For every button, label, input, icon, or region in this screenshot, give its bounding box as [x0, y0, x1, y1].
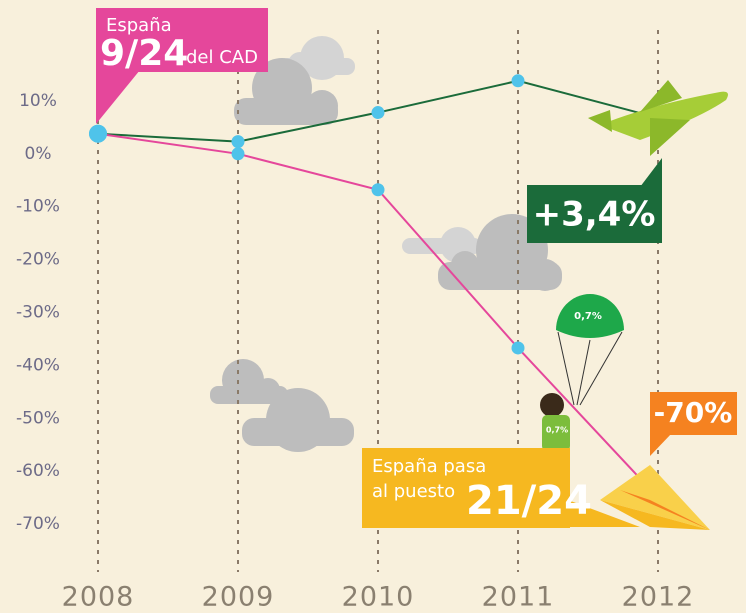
chart: España 9/24 del CAD +3,4% 0,7% 0,7% -70%… — [0, 0, 746, 613]
y-tick-label: -30% — [16, 303, 60, 323]
data-point — [372, 183, 385, 196]
annotation: del CAD — [186, 47, 258, 68]
x-tick-label: 2008 — [62, 582, 135, 613]
annotation: 0,7% — [546, 426, 568, 435]
callout-pointer — [650, 433, 672, 456]
y-tick-label: -40% — [16, 355, 60, 375]
annotation: España pasa — [372, 456, 486, 477]
y-tick-label: 0% — [25, 144, 52, 164]
y-tick-label: -20% — [16, 250, 60, 270]
data-point — [232, 135, 245, 148]
y-tick-label: -70% — [16, 514, 60, 534]
x-tick-label: 2009 — [202, 582, 275, 613]
y-tick-label: -10% — [16, 197, 60, 217]
annotation: 21/24 — [466, 478, 592, 524]
x-tick-label: 2012 — [622, 582, 695, 613]
x-tick-label: 2010 — [342, 582, 415, 613]
annotation: 9/24 — [100, 33, 188, 74]
callout-pointer — [640, 158, 662, 187]
y-tick-label: -50% — [16, 408, 60, 428]
decoration — [210, 36, 562, 452]
callout-pointer — [96, 70, 140, 124]
y-tick-label: 10% — [19, 91, 57, 111]
y-tick-label: -60% — [16, 461, 60, 481]
annotation: 0,7% — [574, 311, 602, 322]
annotation: -70% — [654, 396, 733, 429]
data-point — [512, 341, 525, 354]
data-point — [89, 125, 107, 143]
annotation: al puesto — [372, 481, 455, 502]
data-point — [512, 74, 525, 87]
data-point — [232, 147, 245, 160]
x-tick-label: 2011 — [482, 582, 555, 613]
annotation: +3,4% — [533, 195, 656, 235]
data-point — [372, 106, 385, 119]
